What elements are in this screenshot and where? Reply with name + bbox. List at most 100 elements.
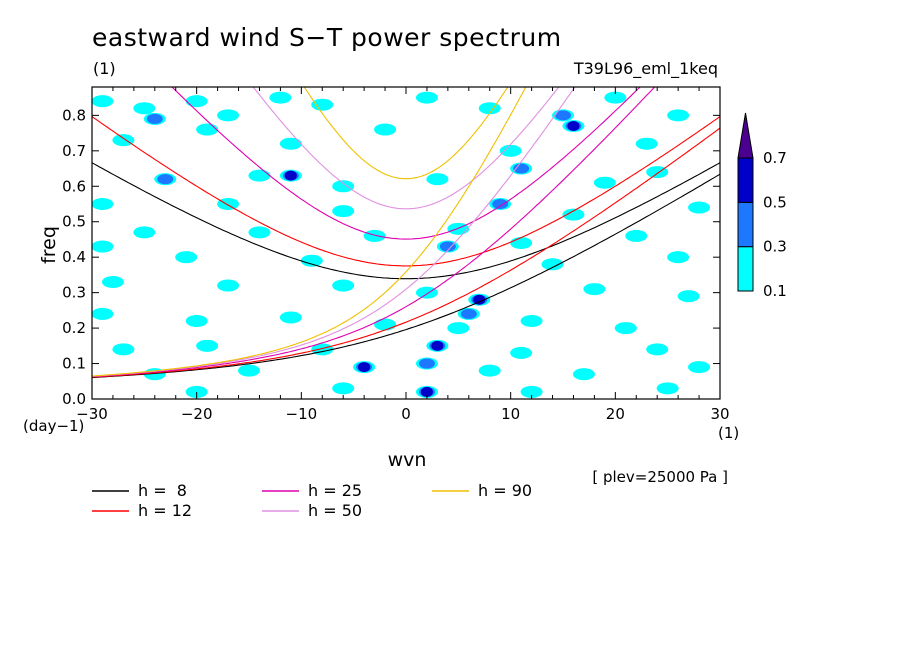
contour-blob [635,137,658,150]
contour-blob [175,251,198,264]
contour-blob-core [146,113,163,124]
curve-inertia-gravity-12 [92,116,720,267]
contour-blob-core [418,358,435,369]
contour-blob [217,109,240,122]
contour-blob [677,290,700,303]
contour-blob [185,315,208,327]
contour-blob-core [439,241,456,252]
contour-blob [279,311,302,324]
contour-blob [248,169,271,182]
contour-blob-core [358,362,371,373]
y-tick-label: 0.2 [62,319,86,337]
contour-blob [510,346,533,359]
y-tick-label: 0.0 [62,390,86,408]
y-tick-label: 0.6 [62,177,86,195]
contour-blob [332,180,355,193]
contour-blob [92,307,114,320]
contour-blob-core [420,386,433,397]
contour-blob [614,322,637,335]
legend-label: h = 25 [308,481,362,500]
plot-frame [91,86,721,400]
contour-blob [217,279,240,292]
colorbar-label: 0.5 [763,193,787,211]
contour-blob [363,229,386,242]
contour-blob [112,343,135,356]
contour-blob [572,368,595,381]
colorbar-segment [737,201,754,248]
contour-blob [374,123,397,136]
contour-blob [238,364,260,377]
contour-blob-core [473,294,486,305]
legend-label: h = 50 [308,501,362,520]
contour-blob-core [555,110,571,121]
contour-blob [667,251,690,264]
curve-mixed-8 [92,173,720,379]
x-tick-label: 30 [710,405,729,423]
contour-blob-core [157,174,174,185]
dispersion-curves [92,87,720,379]
contour-blob [133,226,156,239]
contour-blob [92,198,114,210]
x-tick-label: 20 [606,405,625,423]
colorbar: 0.1 0.3 0.5 0.7 [737,112,787,300]
y-tick-label: 0.8 [62,106,86,124]
colorbar-extend-arrow [737,112,754,159]
y-tick-label: 0.5 [62,213,86,231]
y-tick-label: 0.4 [62,248,86,266]
contour-blob [415,286,438,299]
contour-blob-core [284,170,297,181]
chart-subtitle-right: T39L96_eml_1keq [573,59,718,79]
contour-blob [625,229,648,242]
contour-blob [269,91,292,104]
contour-blob [185,95,208,108]
x-tick-label: −10 [286,405,318,423]
curve-inertia-gravity-90 [303,87,509,180]
contour-blob-core [513,163,530,174]
y-axis-label: freq [38,226,60,264]
legend-label: h = 8 [138,481,187,500]
curve-mixed-50 [92,87,576,377]
chart-subtitle-left: (1) [93,59,116,78]
curve-mixed-12 [92,127,720,378]
colorbar-label: 0.7 [763,149,787,167]
contour-blob [196,339,219,352]
x-tick-label: 10 [501,405,520,423]
contour-blob [688,361,711,374]
contour-blob [520,385,543,398]
contour-blob [478,364,501,377]
level-note: [ plev=25000 Pa ] [592,468,728,486]
curve-mixed-90 [92,87,527,377]
curve-inertia-gravity-8 [92,162,720,280]
legend-label: h = 12 [138,501,192,520]
contour-blob [562,208,585,221]
contour-blob [112,134,135,147]
contour-blob [92,240,114,253]
x-tick-label: 0 [401,405,411,423]
contour-blob [656,382,679,395]
x-axis-unit: (1) [718,424,739,442]
contour-blob [688,201,711,214]
contour-blob [217,198,240,210]
contour-blob [185,385,208,398]
colorbar-label: 0.1 [763,282,787,300]
contour-blob [311,98,334,111]
contour-blob [583,283,606,296]
colorbar-segment [737,157,754,203]
x-axis-label: wvn [388,449,427,471]
contour-blob [510,237,533,249]
contour-blob [248,226,271,239]
legend: h = 8h = 12 h = 25h = 50 h = 90 [92,481,532,520]
contour-blob-core [431,340,444,351]
contour-blob [604,91,627,104]
contour-blob-core [567,121,580,131]
contour-blob [332,279,355,292]
y-tick-label: 0.7 [62,142,86,160]
x-tick-label: −20 [181,405,213,423]
curve-mixed-25 [92,87,656,378]
power-contours [92,91,711,398]
axis-ticks: −30 −20 −10 0 10 20 30 0.0 0.1 0.2 0.3 0.4 0.5 0.6 0.7… [62,87,730,423]
contour-blob [447,322,470,335]
contour-blob [279,137,302,150]
y-tick-label: 0.3 [62,284,86,302]
